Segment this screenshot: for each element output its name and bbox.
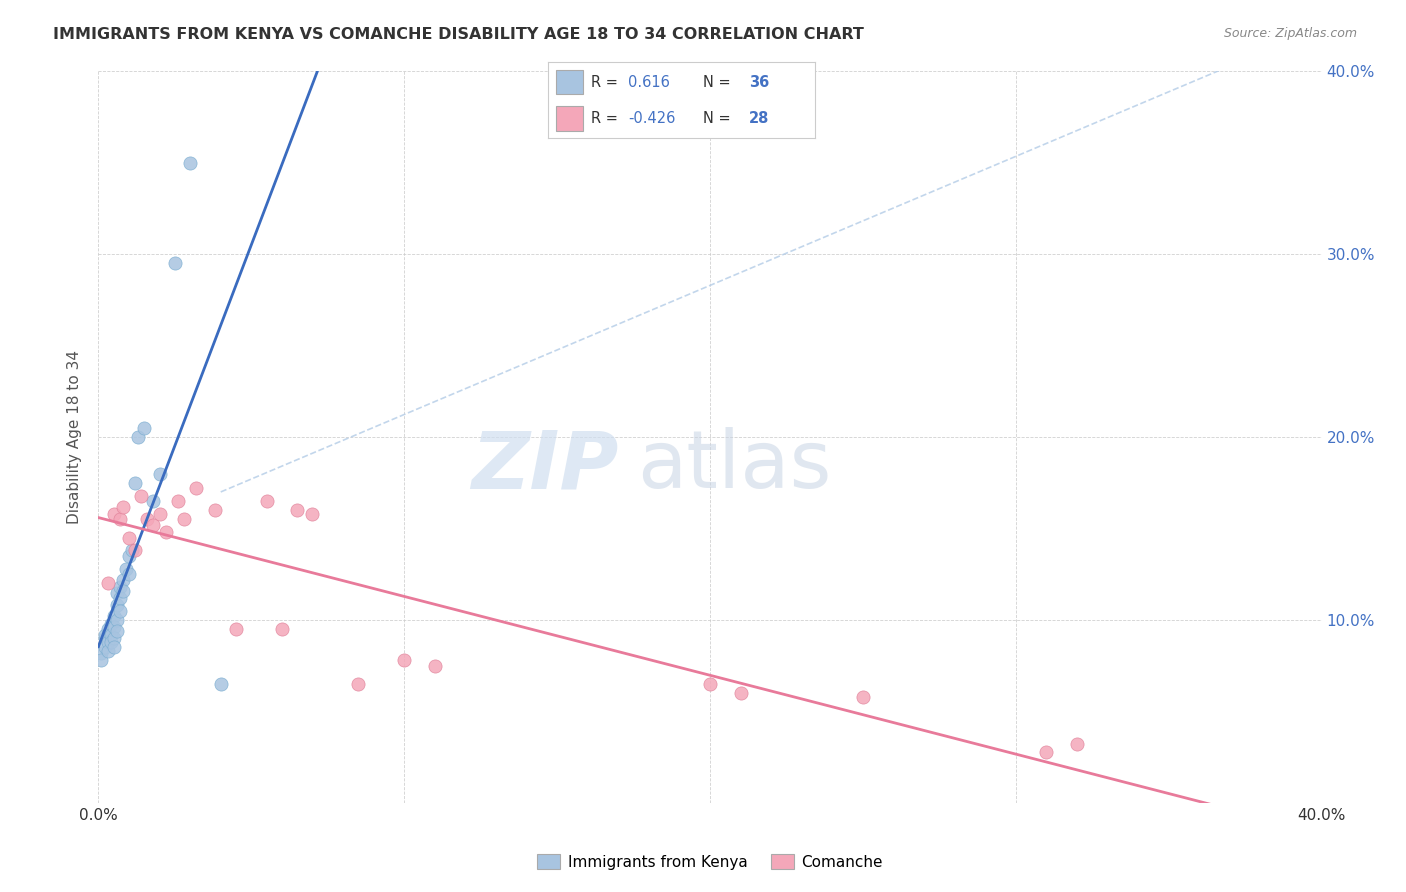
Point (108, 604, 131, 618)
Point (100, 635, 122, 649)
Point (347, 677, 370, 691)
Point (173, 512, 195, 526)
Point (111, 583, 134, 598)
Point (163, 256, 186, 270)
Text: IMMIGRANTS FROM KENYA VS COMANCHE DISABILITY AGE 18 TO 34 CORRELATION CHART: IMMIGRANTS FROM KENYA VS COMANCHE DISABI… (53, 27, 865, 42)
Point (100, 616, 122, 631)
Point (129, 489, 152, 503)
Point (301, 507, 323, 521)
Point (108, 580, 131, 594)
Point (90, 653, 112, 667)
Text: atlas: atlas (637, 427, 831, 506)
Point (124, 475, 146, 490)
Legend: Immigrants from Kenya, Comanche: Immigrants from Kenya, Comanche (531, 847, 889, 876)
Point (285, 503, 308, 517)
Text: ZIP: ZIP (471, 427, 619, 506)
Point (134, 421, 156, 435)
Point (118, 567, 141, 582)
Text: R =: R = (591, 75, 623, 90)
Point (118, 531, 141, 545)
Point (97, 635, 120, 649)
Point (97, 644, 120, 658)
Point (93, 640, 115, 655)
Bar (557, 70, 583, 95)
Point (204, 503, 226, 517)
Text: N =: N = (703, 111, 735, 126)
Point (100, 627, 122, 641)
Point (136, 512, 159, 526)
Point (1066, 737, 1088, 751)
Point (256, 494, 278, 508)
Point (149, 467, 172, 481)
Point (121, 543, 143, 558)
Point (105, 585, 128, 599)
Point (111, 500, 134, 514)
Point (108, 512, 131, 526)
Text: 28: 28 (749, 111, 769, 126)
Point (699, 677, 721, 691)
Point (225, 622, 247, 636)
Y-axis label: Disability Age 18 to 34: Disability Age 18 to 34 (67, 350, 83, 524)
Point (103, 609, 125, 624)
Point (115, 562, 138, 576)
Text: N =: N = (703, 75, 735, 90)
Text: -0.426: -0.426 (628, 111, 676, 126)
Point (103, 620, 125, 634)
Bar (557, 106, 583, 130)
Point (167, 494, 190, 508)
Point (155, 525, 177, 540)
Point (97, 622, 120, 636)
Point (209, 677, 232, 691)
Point (852, 690, 875, 704)
Point (105, 613, 128, 627)
Point (90, 646, 112, 660)
Point (93, 632, 115, 646)
Text: 36: 36 (749, 75, 769, 90)
Point (111, 573, 134, 587)
Point (124, 543, 146, 558)
Point (270, 622, 292, 636)
Point (118, 549, 141, 563)
Point (103, 507, 125, 521)
Point (103, 640, 125, 655)
Point (93, 627, 115, 641)
Text: Source: ZipAtlas.com: Source: ZipAtlas.com (1223, 27, 1357, 40)
Point (179, 156, 201, 170)
Point (149, 507, 172, 521)
Point (186, 481, 208, 495)
Point (105, 599, 128, 613)
Point (730, 686, 752, 700)
Point (392, 653, 416, 667)
Point (142, 517, 165, 532)
Text: 0.616: 0.616 (628, 75, 671, 90)
Point (103, 632, 125, 646)
Point (423, 658, 446, 673)
Point (1035, 745, 1057, 759)
Point (105, 624, 128, 638)
Point (97, 576, 120, 591)
Point (108, 591, 131, 605)
Text: R =: R = (591, 111, 623, 126)
Point (127, 430, 149, 444)
Point (142, 494, 165, 508)
